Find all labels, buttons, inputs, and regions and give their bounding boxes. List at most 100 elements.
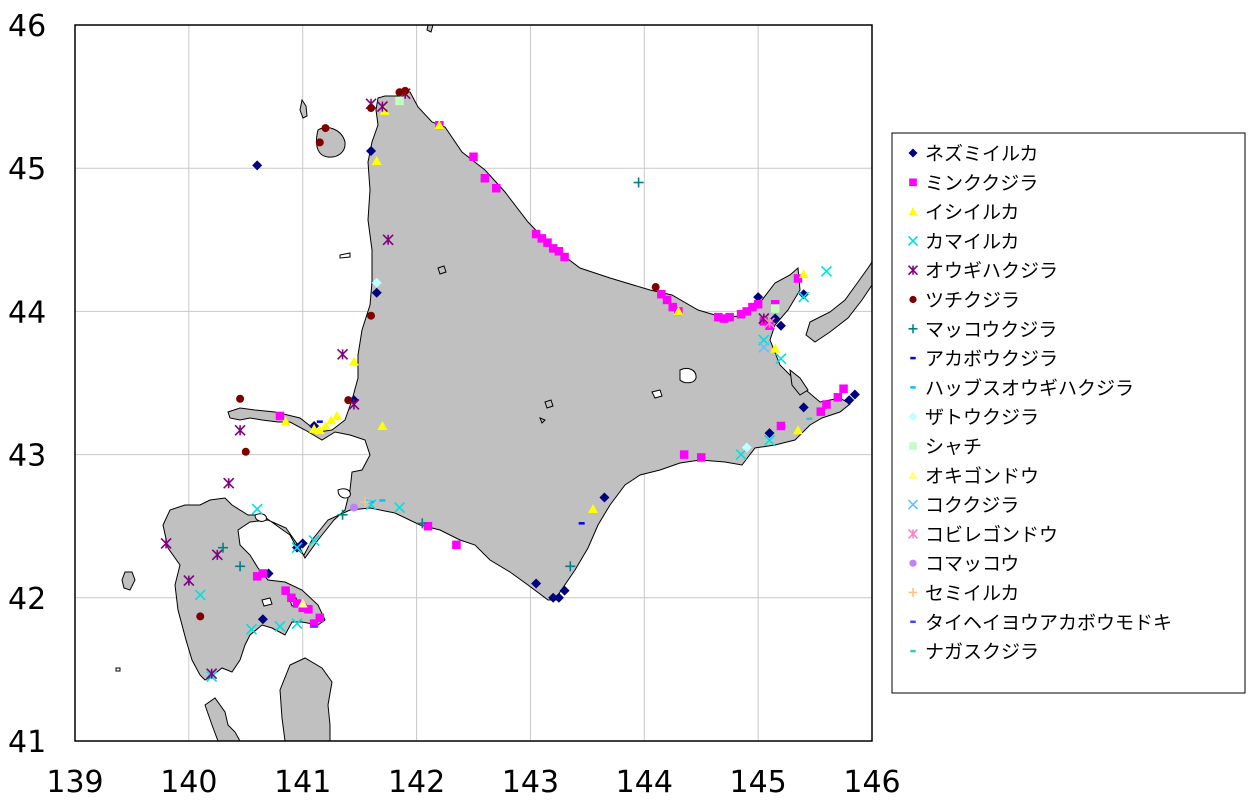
data-point [792, 425, 803, 435]
data-point [480, 173, 490, 183]
legend-item: ミンククジラ [909, 172, 1038, 194]
legend-marker [909, 442, 917, 450]
data-point [366, 146, 377, 157]
data-point [281, 586, 290, 595]
x-tick-label: 143 [502, 765, 559, 800]
data-point [297, 598, 308, 608]
legend-label: ハッブスオウギハクジラ [925, 376, 1134, 399]
legend-label: ツチクジラ [925, 290, 1020, 312]
data-point [309, 619, 319, 628]
data-point [393, 502, 406, 514]
legend-marker [909, 178, 917, 187]
data-point [196, 612, 205, 621]
legend-label: カマイルカ [925, 231, 1019, 253]
lake-2 [337, 488, 351, 499]
data-point [798, 269, 809, 279]
data-point [775, 353, 787, 365]
legend-marker [907, 235, 919, 246]
data-point [763, 317, 776, 329]
lake-7 [437, 265, 447, 275]
data-point [548, 592, 559, 603]
data-point [315, 613, 325, 623]
data-point [417, 518, 428, 529]
data-point [668, 302, 677, 312]
lake-8 [544, 399, 554, 409]
data-point [331, 410, 342, 420]
legend-item: コビレゴンドウ [907, 524, 1058, 546]
legend-label: マッコウクジラ [925, 319, 1057, 341]
data-point [252, 160, 263, 171]
legend-item: オウギハクジラ [907, 260, 1058, 282]
legend-item: ハッブスオウギハクジラ [910, 376, 1134, 399]
data-point [377, 420, 388, 430]
data-point [758, 341, 770, 353]
data-point [304, 605, 313, 614]
lake-11 [539, 417, 546, 424]
kunashiri-south [789, 368, 809, 396]
data-point [206, 668, 218, 680]
data-point [287, 593, 296, 603]
data-point [798, 289, 809, 300]
data-point [657, 289, 666, 299]
legend-item: ツチクジラ [909, 290, 1020, 312]
data-point [559, 585, 570, 596]
legend-item: カマイルカ [907, 231, 1019, 253]
legend-item: シャチ [909, 436, 982, 458]
data-point [469, 152, 478, 161]
data-point [308, 534, 320, 547]
data-point [218, 542, 229, 553]
data-point [349, 503, 358, 512]
x-tick-label: 145 [730, 765, 787, 800]
data-point [673, 306, 684, 316]
data-point [543, 238, 552, 247]
legend-label: コビレゴンドウ [925, 524, 1058, 546]
lake-6 [261, 597, 273, 607]
data-point [321, 124, 330, 133]
data-point [434, 120, 445, 130]
legend-item: ネズミイルカ [908, 143, 1038, 165]
lake-1 [679, 367, 697, 384]
data-point [291, 618, 303, 630]
legend-marker [907, 265, 919, 276]
data-point [452, 540, 461, 550]
y-tick-label: 43 [8, 439, 46, 474]
legend-label: アカボウクジラ [925, 348, 1058, 370]
legend-marker [907, 499, 919, 510]
data-point [662, 295, 672, 305]
legend-label: タイヘイヨウアカボウモドキ [925, 612, 1172, 634]
data-point [258, 569, 268, 578]
data-point [194, 589, 206, 601]
rebun-island [299, 98, 308, 119]
legend-box [891, 132, 1246, 694]
data-point [633, 177, 644, 188]
x-tick-label: 144 [616, 765, 673, 800]
legend-label: ナガスクジラ [925, 641, 1039, 663]
legend: ネズミイルカミンククジライシイルカカマイルカオウギハクジラツチクジラマッコウクジ… [891, 132, 1246, 694]
data-point [588, 504, 599, 514]
legend-item: アカボウクジラ [910, 348, 1058, 370]
data-point [160, 537, 172, 549]
data-point [309, 423, 320, 433]
legend-label: ミンククジラ [925, 172, 1038, 194]
data-point [554, 247, 564, 256]
lake-4 [651, 389, 663, 399]
data-point [423, 521, 433, 531]
legend-marker [908, 207, 918, 216]
data-point [741, 442, 752, 453]
data-point [245, 623, 258, 635]
data-point [280, 416, 291, 426]
data-point [565, 561, 576, 572]
data-point [770, 304, 780, 313]
legend-label: イシイルカ [925, 202, 1019, 224]
hokkaido-island [162, 91, 851, 681]
data-point [651, 283, 660, 292]
lake-9 [339, 252, 351, 259]
data-point [793, 274, 803, 283]
legend-item: ザトウクジラ [908, 407, 1039, 429]
legend-item: コククジラ [907, 495, 1019, 517]
data-point [344, 396, 353, 405]
data-point [492, 183, 501, 193]
data-point [297, 538, 308, 549]
legend-marker [909, 295, 917, 304]
legend-label: コマッコウ [925, 553, 1019, 575]
